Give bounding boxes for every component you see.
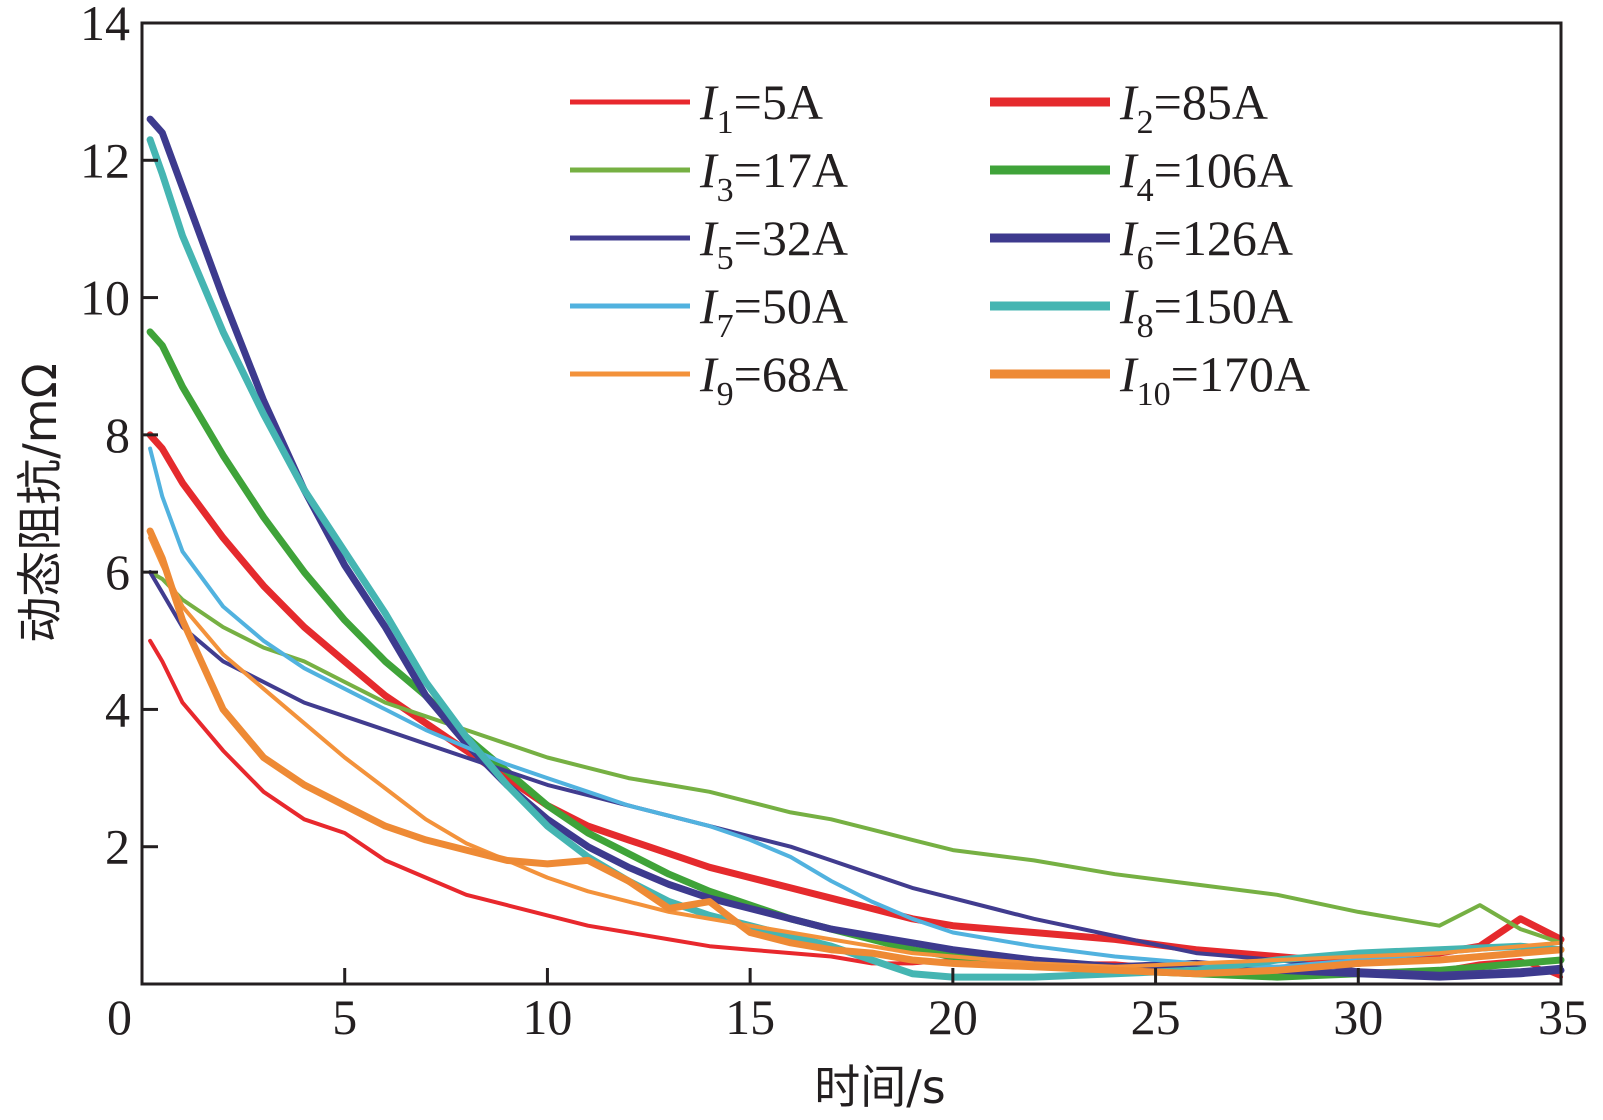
series-line-10 [146,527,1565,978]
x-axis-title: 时间/s [814,1060,945,1114]
series-layer [146,115,1565,981]
x-tick-label: 0 [107,989,132,1045]
legend: I1=5A I2=85A I3=17A I4=106A I5=32A I6=126A I7=… [570,74,1310,413]
legend-label: I10=170A [1119,346,1310,413]
series-line-8 [146,136,1565,981]
legend-label: I6=126A [1119,210,1293,277]
legend-label: I8=150A [1119,278,1293,345]
legend-label: I4=106A [1119,142,1293,209]
series-line-3 [148,570,1563,945]
legend-label: I3=17A [699,142,848,209]
series-line-9 [148,535,1563,969]
series-line-4 [146,328,1565,981]
x-tick-label: 35 [1538,989,1588,1045]
x-tick-label: 15 [725,989,775,1045]
y-tick-label: 8 [105,407,130,463]
x-tick-label: 30 [1333,989,1383,1045]
series-line-6 [146,115,1565,981]
y-tick-label: 4 [105,681,130,737]
legend-label: I1=5A [699,74,823,141]
y-tick-label: 2 [105,819,130,875]
x-tick-label: 5 [332,989,357,1045]
plot-frame [140,21,1563,986]
legend-label: I5=32A [699,210,848,277]
legend-label: I2=85A [1119,74,1268,141]
y-tick-label: 10 [80,270,130,326]
x-tick-label: 10 [522,989,572,1045]
x-tick-label: 20 [928,989,978,1045]
y-axis-title: 动态阻抗/mΩ [13,363,67,642]
y-tick-label: 6 [105,544,130,600]
y-tick-label: 12 [80,132,130,188]
legend-label: I9=68A [699,346,848,413]
y-tick-label: 14 [80,0,130,51]
x-tick-label: 25 [1131,989,1181,1045]
series-line-7 [148,446,1563,969]
ticks-layer: 0 5 10 15 20 25 30 35 2 4 6 8 10 12 14 [80,0,1588,1045]
legend-label: I7=50A [699,278,848,345]
